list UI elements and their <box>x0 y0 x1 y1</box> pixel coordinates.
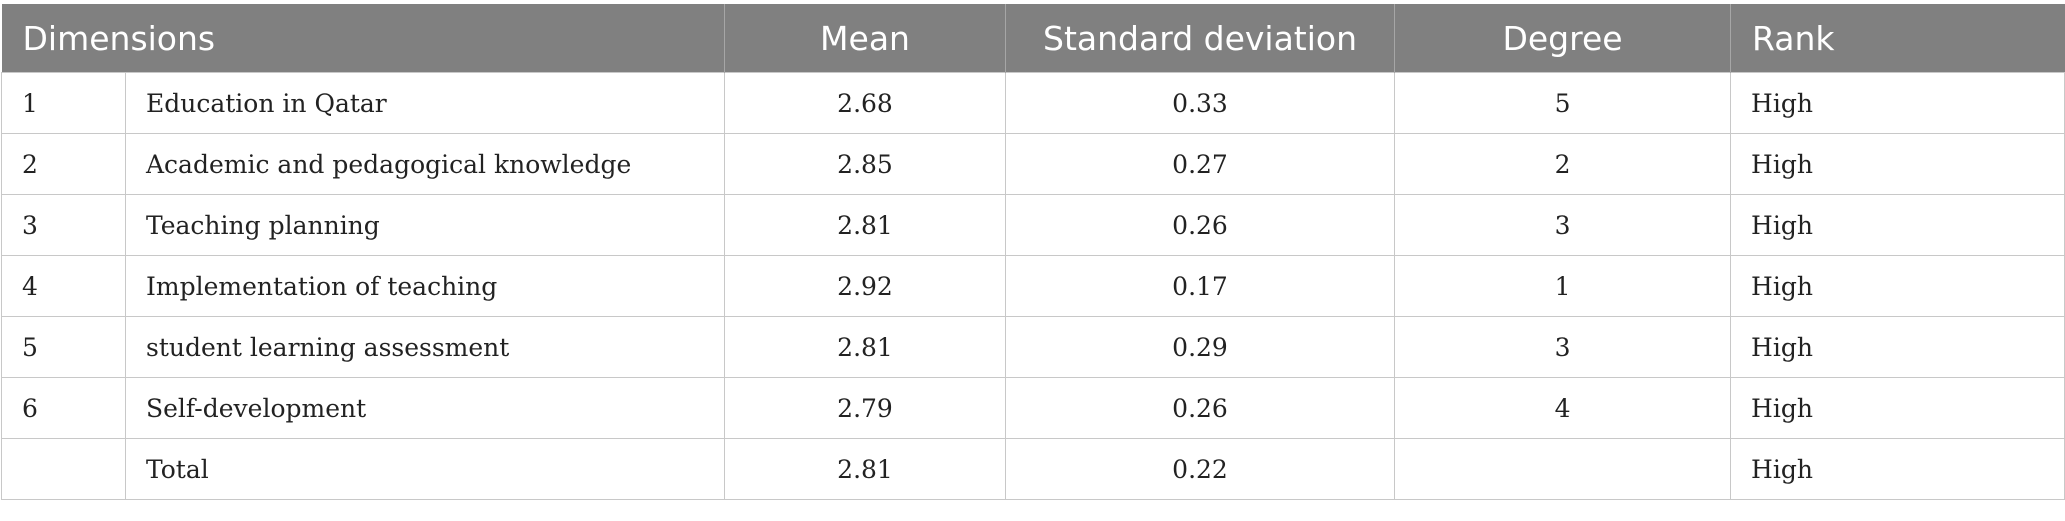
table-row: 2 Academic and pedagogical knowledge 2.8… <box>1 133 2065 195</box>
sd-value: 0.26 <box>1005 194 1396 256</box>
sd-value: 0.27 <box>1005 133 1396 195</box>
degree-value <box>1394 438 1732 500</box>
degree-value: 4 <box>1394 377 1732 439</box>
degree-value: 2 <box>1394 133 1732 195</box>
sd-value: 0.26 <box>1005 377 1396 439</box>
mean-value: 2.85 <box>724 133 1007 195</box>
degree-value: 3 <box>1394 194 1732 256</box>
mean-value: 2.81 <box>724 438 1007 500</box>
dimension-name: Academic and pedagogical knowledge <box>124 133 726 195</box>
rank-value: High <box>1730 72 2065 134</box>
degree-value: 5 <box>1394 72 1732 134</box>
header-standard-deviation: Standard deviation <box>1005 4 1396 73</box>
dimension-name: student learning assessment <box>124 316 726 378</box>
row-number: 5 <box>1 316 126 378</box>
rank-value: High <box>1730 194 2065 256</box>
header-degree: Degree <box>1394 4 1732 73</box>
table-row: 1 Education in Qatar 2.68 0.33 5 High <box>1 72 2065 134</box>
dimension-name: Teaching planning <box>124 194 726 256</box>
dimension-name: Total <box>124 438 726 500</box>
sd-value: 0.29 <box>1005 316 1396 378</box>
dimension-name: Self-development <box>124 377 726 439</box>
table-row: 4 Implementation of teaching 2.92 0.17 1… <box>1 255 2065 317</box>
row-number: 2 <box>1 133 126 195</box>
header-dimensions: Dimensions <box>1 4 726 73</box>
rank-value: High <box>1730 316 2065 378</box>
row-number: 4 <box>1 255 126 317</box>
table-row: 3 Teaching planning 2.81 0.26 3 High <box>1 194 2065 256</box>
table-row-total: Total 2.81 0.22 High <box>1 438 2065 500</box>
sd-value: 0.22 <box>1005 438 1396 500</box>
dimension-name: Education in Qatar <box>124 72 726 134</box>
sd-value: 0.33 <box>1005 72 1396 134</box>
rank-value: High <box>1730 255 2065 317</box>
row-number: 3 <box>1 194 126 256</box>
header-rank: Rank <box>1730 4 2065 73</box>
row-number: 6 <box>1 377 126 439</box>
table-row: 5 student learning assessment 2.81 0.29 … <box>1 316 2065 378</box>
row-number: 1 <box>1 72 126 134</box>
degree-value: 1 <box>1394 255 1732 317</box>
rank-value: High <box>1730 438 2065 500</box>
rank-value: High <box>1730 133 2065 195</box>
degree-value: 3 <box>1394 316 1732 378</box>
dimension-name: Implementation of teaching <box>124 255 726 317</box>
dimensions-table: Dimensions Mean Standard deviation Degre… <box>1 4 2065 500</box>
table-body: 1 Education in Qatar 2.68 0.33 5 High 2 … <box>1 72 2065 500</box>
row-number <box>1 438 126 500</box>
rank-value: High <box>1730 377 2065 439</box>
results-table-container: Dimensions Mean Standard deviation Degre… <box>1 4 2065 500</box>
sd-value: 0.17 <box>1005 255 1396 317</box>
table-header: Dimensions Mean Standard deviation Degre… <box>1 4 2065 73</box>
header-mean: Mean <box>724 4 1007 73</box>
header-row: Dimensions Mean Standard deviation Degre… <box>1 4 2065 73</box>
mean-value: 2.81 <box>724 316 1007 378</box>
mean-value: 2.92 <box>724 255 1007 317</box>
mean-value: 2.68 <box>724 72 1007 134</box>
mean-value: 2.81 <box>724 194 1007 256</box>
mean-value: 2.79 <box>724 377 1007 439</box>
table-row: 6 Self-development 2.79 0.26 4 High <box>1 377 2065 439</box>
